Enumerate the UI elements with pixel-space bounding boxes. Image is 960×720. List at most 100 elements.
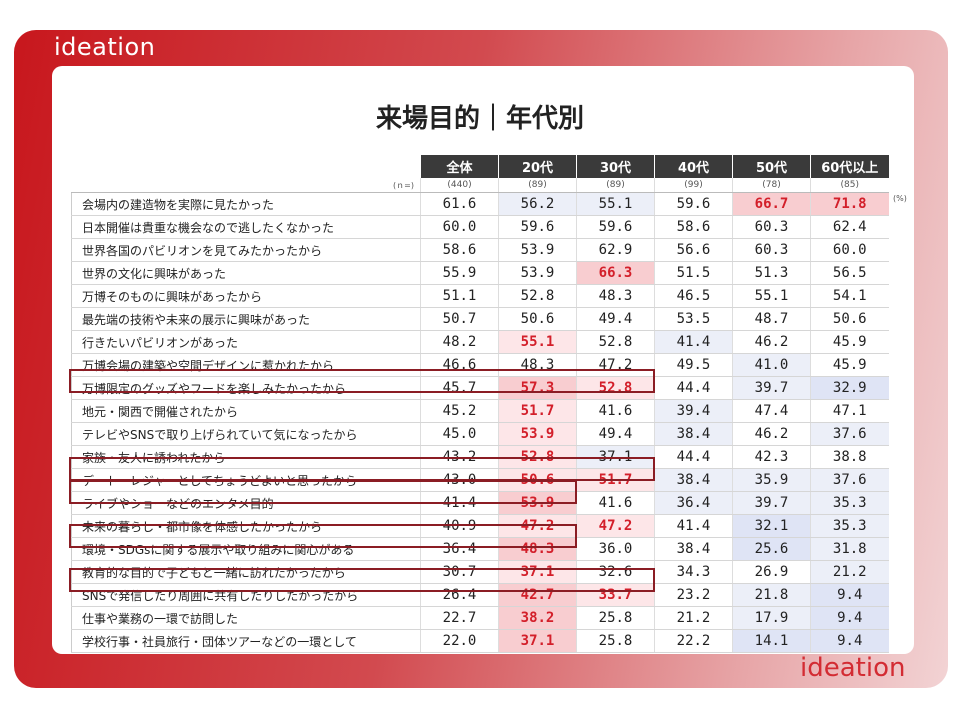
row-label: 最先端の技術や未来の展示に興味があった bbox=[71, 307, 421, 331]
value-cell: 21.2 bbox=[654, 606, 733, 630]
highlight-box bbox=[69, 480, 577, 504]
brand-logo-bottom: ideation bbox=[800, 653, 906, 683]
table-row: 世界の文化に興味があった 55.9 53.9 66.3 51.5 51.3 56.5 bbox=[71, 261, 889, 285]
value-cell: 22.0 bbox=[420, 629, 499, 653]
row-label: 世界各国のパビリオンを見てみたかったから bbox=[71, 238, 421, 262]
unit-label: (%) bbox=[893, 194, 907, 203]
value-cell: 39.7 bbox=[732, 491, 811, 515]
value-cell: 26.9 bbox=[732, 560, 811, 584]
value-cell: 44.4 bbox=[654, 445, 733, 469]
table-row: 万博限定のグッズやフードを楽しみたかったから 45.7 57.3 52.8 44.4 39… bbox=[71, 376, 889, 400]
value-cell: 36.0 bbox=[576, 537, 655, 561]
sample-size: (85) bbox=[810, 178, 889, 193]
header-blank bbox=[72, 155, 421, 178]
value-cell: 38.8 bbox=[810, 445, 889, 469]
value-cell: 46.5 bbox=[654, 284, 733, 308]
value-cell: 56.5 bbox=[810, 261, 889, 285]
value-cell: 56.2 bbox=[498, 192, 577, 216]
value-cell: 41.6 bbox=[576, 399, 655, 423]
table-row: 行きたいパビリオンがあった 48.2 55.1 52.8 41.4 46.2 45.9 bbox=[71, 330, 889, 354]
value-cell: 47.4 bbox=[732, 399, 811, 423]
value-cell: 40.9 bbox=[420, 514, 499, 538]
value-cell: 56.6 bbox=[654, 238, 733, 262]
sample-size: (78) bbox=[732, 178, 811, 193]
row-label: 地元・関西で開催されたから bbox=[71, 399, 421, 423]
table-row: 環境・SDGsに関する展示や取り組みに関心がある 36.4 48.3 36.0 38.4… bbox=[71, 537, 889, 561]
value-cell: 58.6 bbox=[654, 215, 733, 239]
table-row: 会場内の建造物を実際に見たかった 61.6 56.2 55.1 59.6 66.7 71.8 bbox=[71, 192, 889, 216]
table-row: テレビやSNSで取り上げられていて気になったから 45.0 53.9 49.4 38.4… bbox=[71, 422, 889, 446]
value-cell: 35.9 bbox=[732, 468, 811, 492]
value-cell: 38.4 bbox=[654, 468, 733, 492]
value-cell: 54.1 bbox=[810, 284, 889, 308]
value-cell: 49.4 bbox=[576, 422, 655, 446]
value-cell: 36.4 bbox=[654, 491, 733, 515]
value-cell: 38.4 bbox=[654, 537, 733, 561]
row-label: 万博そのものに興味があったから bbox=[71, 284, 421, 308]
value-cell: 36.4 bbox=[420, 537, 499, 561]
table-row: 世界各国のパビリオンを見てみたかったから 58.6 53.9 62.9 56.6 60.3… bbox=[71, 238, 889, 262]
column-header: 60代以上 bbox=[810, 155, 889, 178]
table-row: 仕事や業務の一環で訪問した 22.7 38.2 25.8 21.2 17.9 9.4 bbox=[71, 606, 889, 630]
value-cell: 55.1 bbox=[498, 330, 577, 354]
value-cell: 25.8 bbox=[576, 629, 655, 653]
value-cell: 31.8 bbox=[810, 537, 889, 561]
column-header: 全体 bbox=[420, 155, 499, 178]
value-cell: 49.4 bbox=[576, 307, 655, 331]
row-label: SNSで発信したり周囲に共有したりしたかったから bbox=[71, 583, 421, 607]
value-cell: 17.9 bbox=[732, 606, 811, 630]
value-cell: 58.6 bbox=[420, 238, 499, 262]
value-cell: 55.9 bbox=[420, 261, 499, 285]
highlight-box bbox=[69, 524, 577, 548]
table-row: ライブやショーなどのエンタメ目的 41.4 53.9 41.6 36.4 39.7 35.3 bbox=[71, 491, 889, 515]
sample-size: (89) bbox=[576, 178, 655, 193]
column-header: 30代 bbox=[576, 155, 655, 178]
highlight-box bbox=[69, 457, 655, 481]
value-cell: 71.8 bbox=[810, 192, 889, 216]
value-cell: 66.3 bbox=[576, 261, 655, 285]
value-cell: 55.1 bbox=[576, 192, 655, 216]
value-cell: 50.7 bbox=[420, 307, 499, 331]
value-cell: 53.5 bbox=[654, 307, 733, 331]
value-cell: 46.6 bbox=[420, 353, 499, 377]
value-cell: 60.3 bbox=[732, 215, 811, 239]
row-label: テレビやSNSで取り上げられていて気になったから bbox=[71, 422, 421, 446]
value-cell: 47.2 bbox=[576, 514, 655, 538]
sample-size: (99) bbox=[654, 178, 733, 193]
highlight-box bbox=[69, 568, 655, 592]
value-cell: 22.2 bbox=[654, 629, 733, 653]
value-cell: 37.6 bbox=[810, 422, 889, 446]
value-cell: 45.9 bbox=[810, 353, 889, 377]
value-cell: 48.7 bbox=[732, 307, 811, 331]
value-cell: 62.4 bbox=[810, 215, 889, 239]
value-cell: 9.4 bbox=[810, 606, 889, 630]
value-cell: 50.6 bbox=[498, 307, 577, 331]
value-cell: 25.6 bbox=[732, 537, 811, 561]
row-label: 学校行事・社員旅行・団体ツアーなどの一環として bbox=[71, 629, 421, 653]
value-cell: 45.9 bbox=[810, 330, 889, 354]
sample-size: (440) bbox=[420, 178, 499, 193]
row-label: 未来の暮らし・都市像を体感したかったから bbox=[71, 514, 421, 538]
value-cell: 66.7 bbox=[732, 192, 811, 216]
value-cell: 25.8 bbox=[576, 606, 655, 630]
value-cell: 46.2 bbox=[732, 422, 811, 446]
value-cell: 41.4 bbox=[654, 330, 733, 354]
table-row: 地元・関西で開催されたから 45.2 51.7 41.6 39.4 47.4 47.1 bbox=[71, 399, 889, 423]
value-cell: 48.3 bbox=[498, 537, 577, 561]
value-cell: 49.5 bbox=[654, 353, 733, 377]
row-label: 仕事や業務の一環で訪問した bbox=[71, 606, 421, 630]
value-cell: 38.4 bbox=[654, 422, 733, 446]
value-cell: 59.6 bbox=[576, 215, 655, 239]
value-cell: 39.4 bbox=[654, 399, 733, 423]
value-cell: 45.0 bbox=[420, 422, 499, 446]
value-cell: 41.4 bbox=[654, 514, 733, 538]
value-cell: 52.8 bbox=[498, 284, 577, 308]
value-cell: 22.7 bbox=[420, 606, 499, 630]
value-cell: 53.9 bbox=[498, 261, 577, 285]
sample-size: (89) bbox=[498, 178, 577, 193]
value-cell: 35.3 bbox=[810, 491, 889, 515]
value-cell: 59.6 bbox=[498, 215, 577, 239]
value-cell: 42.3 bbox=[732, 445, 811, 469]
value-cell: 51.1 bbox=[420, 284, 499, 308]
table-row: 万博そのものに興味があったから 51.1 52.8 48.3 46.5 55.1 54.1 bbox=[71, 284, 889, 308]
